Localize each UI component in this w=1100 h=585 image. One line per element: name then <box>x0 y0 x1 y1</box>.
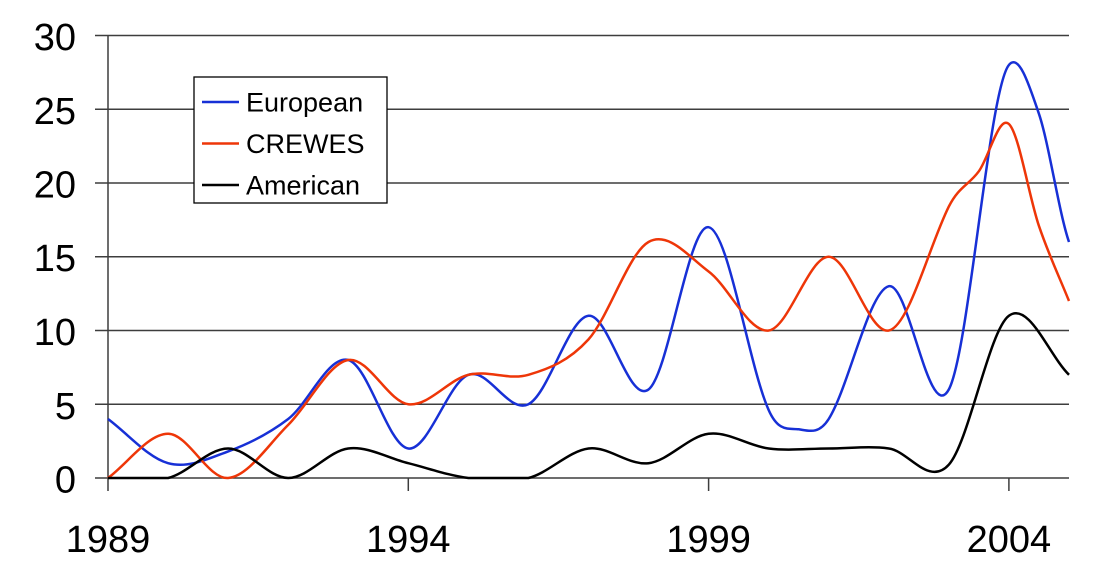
svg-text:10: 10 <box>34 312 76 354</box>
svg-text:1989: 1989 <box>66 519 151 561</box>
svg-text:American: American <box>246 171 360 201</box>
svg-text:1999: 1999 <box>666 519 751 561</box>
svg-text:European: European <box>246 88 363 118</box>
svg-text:20: 20 <box>34 165 76 207</box>
svg-text:25: 25 <box>34 91 76 133</box>
svg-text:1994: 1994 <box>366 519 451 561</box>
svg-text:5: 5 <box>55 386 76 428</box>
svg-text:15: 15 <box>34 238 76 280</box>
svg-text:30: 30 <box>34 17 76 59</box>
svg-text:0: 0 <box>55 460 76 502</box>
svg-text:2004: 2004 <box>967 519 1052 561</box>
svg-text:CREWES: CREWES <box>246 129 365 159</box>
